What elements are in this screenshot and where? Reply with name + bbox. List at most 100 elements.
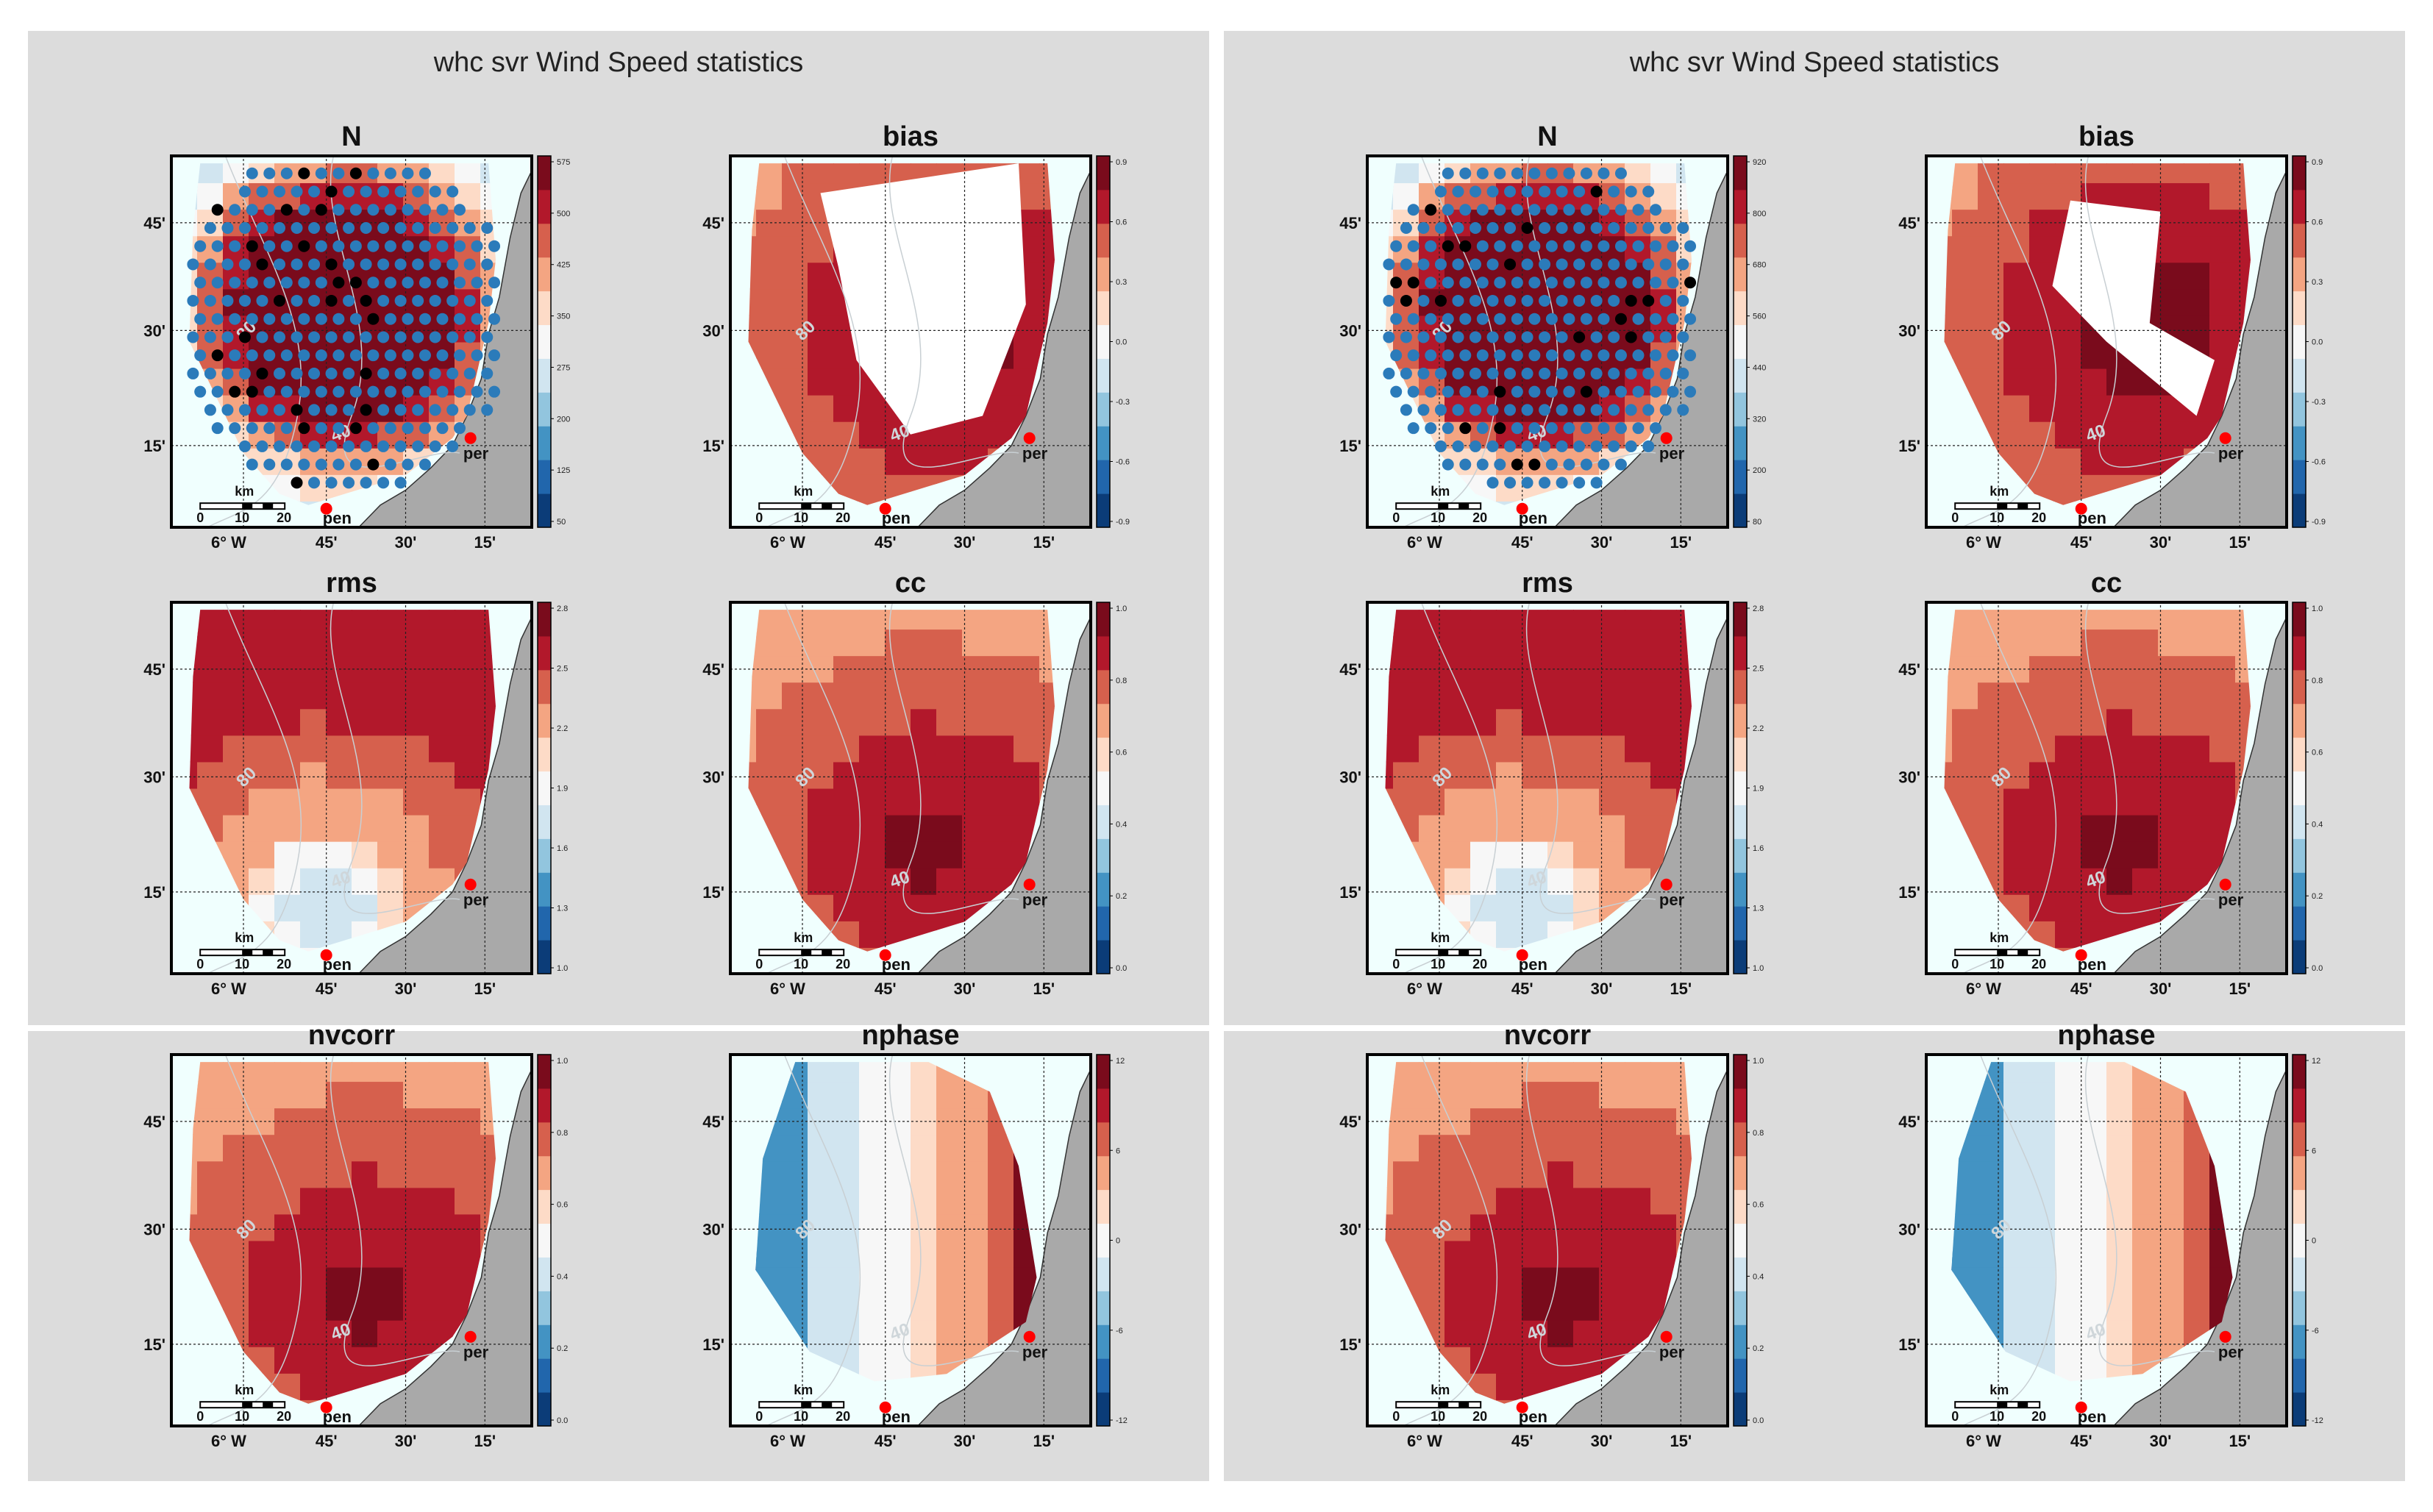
colorbar-tick-label: 0.2 <box>2312 892 2323 901</box>
station-dot-blue <box>1504 367 1517 379</box>
station-dot-blue <box>1425 422 1437 435</box>
station-dot-blue <box>488 277 501 289</box>
lat-tick-label: 15' <box>1339 883 1361 902</box>
heat-cell <box>1952 735 1978 763</box>
station-dot-blue <box>315 349 327 362</box>
station-dot-black <box>1625 331 1637 343</box>
station-dot-black <box>315 204 327 216</box>
heat-cell <box>1470 1160 1497 1188</box>
station-dot-blue <box>384 167 396 179</box>
heat-cell <box>2055 894 2081 921</box>
station-dot-blue <box>1452 258 1464 271</box>
colorbar-segment <box>538 1055 551 1089</box>
station-dot-blue <box>204 221 216 234</box>
heat-cell <box>2081 735 2107 763</box>
station-dot-blue <box>308 221 321 234</box>
station-dot-blue <box>1659 221 1672 234</box>
heat-cell <box>756 315 783 343</box>
station-dot-blue <box>1434 185 1447 198</box>
heat-cell <box>249 1240 275 1268</box>
station-dot-blue <box>1486 185 1499 198</box>
station-dot-blue <box>454 240 466 252</box>
lat-tick-label: 30' <box>1898 768 1920 786</box>
heat-cell <box>756 182 783 210</box>
station-dot-blue <box>1494 458 1506 471</box>
heat-cell <box>429 1187 455 1215</box>
lon-tick-label: 15' <box>1033 533 1055 552</box>
station-dot-blue <box>238 258 251 271</box>
heat-cell <box>936 629 963 657</box>
heat-cell <box>2158 610 2184 630</box>
station-dot-black <box>1590 185 1603 198</box>
city-marker <box>2075 1401 2087 1413</box>
colorbar-segment <box>1734 872 1747 907</box>
station-dot-blue <box>349 349 362 362</box>
station-dot-blue <box>1545 458 1558 471</box>
heat-cell <box>352 1187 378 1215</box>
station-dot-blue <box>280 385 293 398</box>
colorbar-tick-label: 1.0 <box>557 1057 568 1066</box>
subplot-title: N <box>1537 121 1557 152</box>
station-dot-blue <box>1425 277 1437 289</box>
station-dot-black <box>256 367 268 379</box>
heat-cell <box>756 288 783 316</box>
heat-cell <box>2184 841 2210 869</box>
station-dot-blue <box>221 258 234 271</box>
heat-cell <box>1419 708 1445 736</box>
heat-cell <box>2209 788 2236 816</box>
heat-cell <box>2106 1346 2133 1374</box>
heat-cell <box>2132 1293 2159 1321</box>
heat-cell <box>1419 814 1445 842</box>
heat-cell <box>2184 262 2210 290</box>
station-dot-blue <box>1452 185 1464 198</box>
station-dot-blue <box>187 258 199 271</box>
lat-tick-label: 15' <box>143 437 165 455</box>
station-dot-blue <box>280 277 293 289</box>
heat-cell <box>2003 368 2030 396</box>
station-dot-blue <box>1659 331 1672 343</box>
station-dot-blue <box>332 240 345 252</box>
heat-cell <box>2029 368 2056 396</box>
subplot-N-fig2: N8040perpenkm0102045'30'15'6° W45'30'15'… <box>1339 121 1766 552</box>
station-dot-blue <box>1528 385 1541 398</box>
station-dot-blue <box>263 458 276 471</box>
heat-cell <box>911 629 937 657</box>
lat-tick-label: 45' <box>143 1113 165 1131</box>
heat-cell <box>1978 182 2004 210</box>
colorbar-segment <box>2293 1223 2306 1258</box>
station-dot-blue <box>384 458 396 471</box>
station-dot-blue <box>229 240 241 252</box>
heat-cell <box>782 368 808 396</box>
station-dot-blue <box>1494 277 1506 289</box>
heat-cell <box>403 814 430 842</box>
colorbar-frame <box>1733 1054 1748 1427</box>
heat-cell <box>859 1319 886 1347</box>
station-dot-blue <box>1556 404 1568 416</box>
station-dot-blue <box>1573 440 1586 452</box>
scale-unit: km <box>1989 1383 2009 1397</box>
colorbar-tick-label: 0.8 <box>1116 677 1127 685</box>
heat-cell <box>189 315 198 343</box>
heat-cell <box>1978 1213 2004 1241</box>
heat-cell <box>1978 341 2004 369</box>
station-dot-blue <box>1632 240 1645 252</box>
station-dot-blue <box>1539 185 1551 198</box>
heat-cell <box>2106 394 2133 422</box>
heat-cell <box>1393 1213 1419 1241</box>
scale-unit: km <box>794 1383 813 1397</box>
station-dot-blue <box>1608 294 1620 307</box>
station-dot-blue <box>1625 440 1637 452</box>
station-dot-blue <box>343 440 355 452</box>
scale-tick: 10 <box>1431 1409 1445 1424</box>
heat-cell <box>1039 235 1055 263</box>
heat-cell <box>808 735 834 763</box>
colorbar-segment <box>1734 290 1747 326</box>
heat-cell <box>403 1108 430 1135</box>
heat-cell <box>833 394 860 422</box>
heat-cell <box>249 788 275 816</box>
station-dot-blue <box>1625 404 1637 416</box>
scale-segment <box>2017 1402 2028 1408</box>
heat-cell <box>1978 288 2004 316</box>
heat-cell <box>2029 708 2056 736</box>
heat-cell <box>2081 368 2107 396</box>
